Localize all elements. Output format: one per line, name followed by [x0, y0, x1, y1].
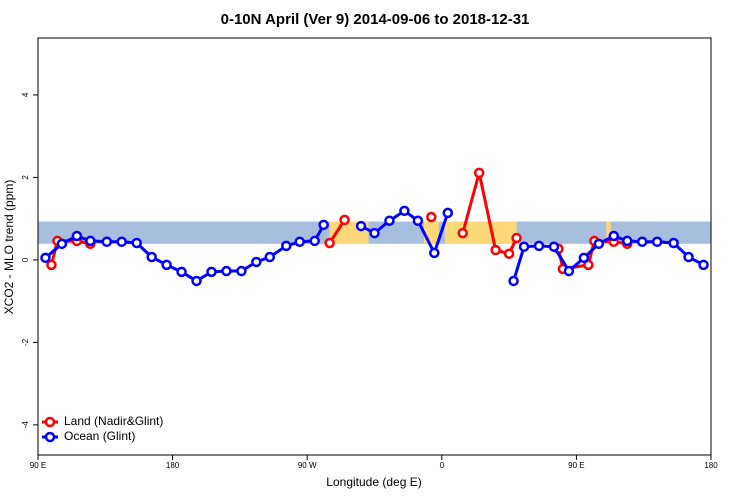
point [355, 220, 367, 232]
point [46, 259, 57, 271]
point [221, 265, 232, 277]
plot-frame [37, 37, 712, 456]
y-axis-label: XCO2 - MLO trend (ppm) [2, 180, 16, 315]
point [563, 265, 575, 277]
y-tick-label: 0 [21, 257, 30, 262]
x-tick-label: 180 [704, 461, 718, 470]
point [533, 240, 545, 252]
point [309, 235, 320, 247]
point [668, 237, 679, 249]
point [583, 259, 594, 271]
point [281, 240, 292, 252]
x-tick-label: 180 [166, 461, 180, 470]
x-tick-label: 90 E [568, 461, 584, 470]
point [339, 214, 350, 226]
point [473, 167, 485, 179]
point [85, 235, 96, 247]
point [191, 275, 202, 287]
point [651, 236, 663, 248]
point [508, 275, 519, 287]
legend-marker [44, 416, 56, 428]
point [40, 252, 51, 264]
y-tick-label: 2 [21, 175, 30, 180]
series-line [44, 209, 705, 283]
point [426, 211, 437, 223]
point [511, 232, 522, 244]
point [608, 230, 620, 242]
point [251, 256, 262, 268]
point [457, 227, 468, 239]
point [518, 241, 530, 252]
x-axis-label: Longitude (deg E) [326, 475, 421, 489]
legend-marker [44, 431, 56, 443]
point [503, 248, 515, 259]
land-region [423, 221, 439, 244]
point [161, 259, 172, 271]
point [593, 238, 605, 250]
series-line [50, 171, 628, 271]
point [131, 237, 142, 249]
point [429, 247, 440, 259]
point [412, 215, 424, 226]
point [683, 251, 694, 263]
point [318, 219, 329, 231]
point [294, 236, 305, 248]
point [324, 237, 335, 249]
point [578, 252, 590, 264]
land-region [444, 221, 517, 244]
point [621, 235, 633, 247]
y-tick-label: -4 [21, 421, 30, 429]
point [384, 215, 395, 226]
x-tick-label: 0 [440, 461, 445, 470]
point [176, 266, 187, 278]
point [490, 244, 501, 256]
x-tick-label: 90 W [298, 461, 317, 470]
legend-label: Ocean (Glint) [64, 429, 135, 443]
point [101, 236, 113, 248]
point [636, 236, 648, 248]
legend-label: Land (Nadir&Glint) [64, 414, 163, 428]
point [146, 251, 157, 263]
point [698, 259, 709, 271]
point [71, 230, 83, 242]
point [442, 207, 454, 219]
point [116, 236, 128, 248]
land-region [606, 221, 611, 244]
point [399, 205, 410, 217]
y-tick-label: -2 [21, 338, 30, 346]
x-tick-label: 90 E [30, 461, 46, 470]
y-tick-label: 4 [21, 92, 30, 97]
point [264, 251, 276, 263]
point [369, 227, 380, 239]
point [206, 266, 217, 278]
chart-title: 0-10N April (Ver 9) 2014-09-06 to 2018-1… [221, 11, 530, 28]
point [548, 241, 560, 252]
point [236, 265, 247, 277]
point [56, 238, 68, 250]
